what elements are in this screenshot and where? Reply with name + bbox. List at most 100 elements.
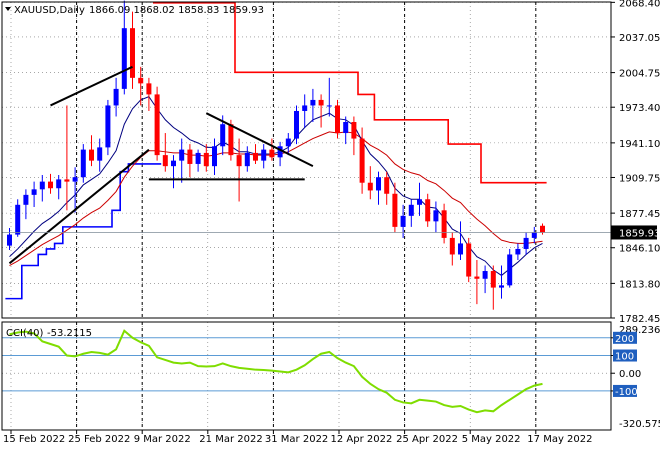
price-tick-label: 1909.75 <box>619 173 660 184</box>
candle <box>80 144 86 183</box>
cci-level-badge <box>613 349 637 362</box>
collapse-triangle-icon[interactable] <box>5 7 11 11</box>
time-tick-label: 25 Apr 2022 <box>396 434 458 445</box>
candle <box>310 88 316 123</box>
cci-level-badge <box>613 384 637 397</box>
candle <box>7 227 12 251</box>
price-tick-label: 1782.45 <box>619 314 660 325</box>
candle <box>499 265 504 299</box>
candle-body <box>48 181 53 189</box>
candle <box>171 155 176 189</box>
candle-body <box>343 122 349 134</box>
time-axis: 15 Feb 2022 25 Feb 2022 9 Mar 2022 21 Mar 2… <box>3 430 593 445</box>
candle-body <box>72 177 78 182</box>
candle-body <box>269 149 275 158</box>
time-tick-label: 12 Apr 2022 <box>331 434 393 445</box>
candle-body <box>15 204 21 235</box>
candle-body <box>277 146 283 158</box>
candle-body <box>253 152 258 161</box>
candle-body <box>31 189 37 195</box>
candle <box>433 201 439 233</box>
time-tick-label: 5 May 2022 <box>462 434 521 445</box>
candle <box>482 265 488 294</box>
candle-body <box>318 99 324 106</box>
cci-label: CCI(40) <box>6 328 44 339</box>
price-tick-label: 1846.10 <box>619 244 660 255</box>
ema-slow-line <box>9 131 543 266</box>
candle-body <box>367 182 373 191</box>
candle-body <box>23 194 29 205</box>
candle <box>72 167 78 213</box>
candle <box>351 116 357 156</box>
candle-body <box>162 155 168 167</box>
candle <box>466 237 472 283</box>
candle <box>195 149 201 172</box>
candle <box>417 182 422 216</box>
candle <box>97 138 103 172</box>
candle-body <box>244 152 250 167</box>
candle-body <box>466 243 472 277</box>
candle <box>261 144 267 169</box>
candle <box>408 199 414 227</box>
ema-fast-line <box>9 95 543 277</box>
candle-body <box>507 254 513 286</box>
candle <box>515 243 521 260</box>
candle-body <box>499 285 504 288</box>
candle <box>392 182 398 233</box>
candles <box>7 0 545 310</box>
panel-frames <box>1 1 612 431</box>
trendline <box>50 65 133 107</box>
candle-body <box>294 110 299 139</box>
time-tick-label: 9 Mar 2022 <box>134 434 191 445</box>
candle <box>15 199 21 237</box>
candle-body <box>384 177 390 194</box>
price-tick-label: 2068.40 <box>619 0 660 9</box>
candle <box>187 144 193 178</box>
candle-body <box>203 152 209 167</box>
candle <box>244 146 250 172</box>
price-axis: 1782.45 1813.80 1846.10 1877.45 1909.75 1941.… <box>611 0 660 325</box>
candle-body <box>449 237 455 255</box>
cci-axis-bottom-label: -320.5758 <box>619 419 660 430</box>
candle <box>64 105 70 211</box>
candle-body <box>540 225 545 233</box>
trendline <box>205 112 314 168</box>
candle <box>236 138 242 202</box>
ohlc-readout: 1866.09 1868.02 1858.83 1859.93 <box>89 5 264 16</box>
price-tick-label: 1877.45 <box>619 209 660 220</box>
cci-level-label: 100 <box>615 352 634 363</box>
candle <box>23 189 29 220</box>
candle-body <box>425 199 431 222</box>
candle-body <box>187 149 193 164</box>
current-price-badge <box>611 225 657 240</box>
candle <box>441 203 447 244</box>
candle-body <box>441 210 447 238</box>
time-tick-label: 31 Mar 2022 <box>265 434 328 445</box>
candle <box>277 141 283 167</box>
candle-body <box>130 28 135 78</box>
candle-body <box>171 160 176 167</box>
cci-panel-frame <box>1 321 612 431</box>
candle <box>121 0 127 95</box>
candle <box>343 116 349 145</box>
price-tick-label: 1973.40 <box>619 103 660 114</box>
cci-header: CCI(40) -53.2115 <box>6 328 92 339</box>
price-tick-label: 1941.10 <box>619 139 660 150</box>
vertical-markers <box>76 2 537 430</box>
candle-body <box>64 179 70 182</box>
candle <box>285 133 291 156</box>
candle-body <box>138 77 144 84</box>
main-panel-frame <box>1 1 612 319</box>
candle <box>302 94 308 128</box>
candle-body <box>310 99 316 106</box>
candle <box>425 193 431 227</box>
candle-body <box>531 232 537 238</box>
candle-body <box>515 248 521 255</box>
candle <box>138 66 144 106</box>
candle-body <box>376 177 381 191</box>
support-step-line <box>5 163 162 300</box>
candle-body <box>105 105 111 148</box>
candle <box>105 99 111 156</box>
resistance-step-path <box>153 1 547 184</box>
